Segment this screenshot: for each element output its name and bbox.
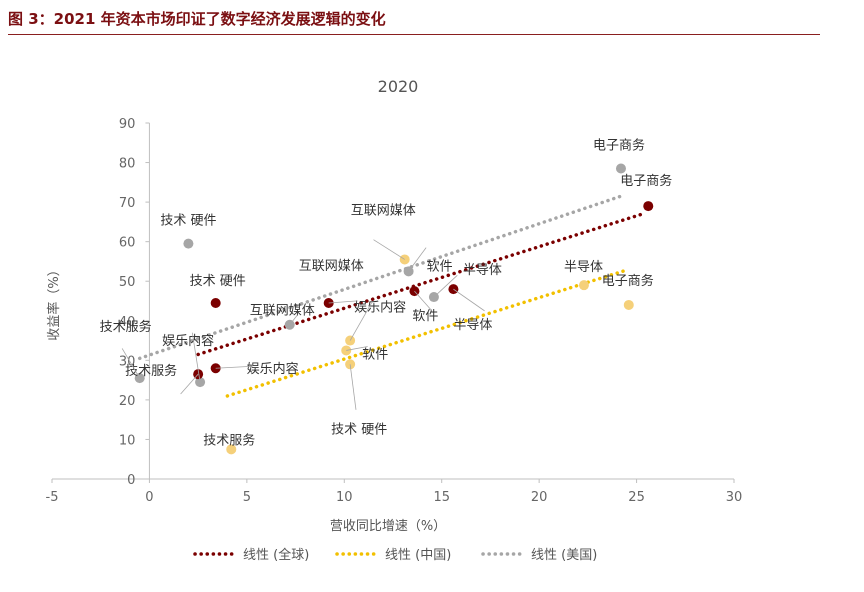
y-tick-label: 80: [119, 157, 136, 172]
chart-title: 2020: [378, 77, 419, 96]
point-label: 技术服务: [203, 432, 255, 448]
point-label: 半导体: [463, 263, 502, 278]
data-point: [578, 280, 589, 291]
point-label: 技术 硬件: [190, 274, 246, 289]
x-tick-label: 30: [726, 490, 743, 505]
x-tick-label: 5: [243, 490, 251, 505]
point-label: 互联网媒体: [299, 259, 364, 274]
y-tick-label: 50: [119, 275, 136, 290]
point-label: 软件: [362, 347, 388, 362]
leader-line: [180, 373, 199, 395]
legend-label: 线性 (美国): [531, 548, 597, 563]
trendline: [196, 212, 645, 357]
data-point: [615, 163, 626, 174]
x-tick-label: 10: [336, 490, 353, 505]
point-label: 技术 硬件: [331, 422, 387, 437]
data-point: [226, 444, 237, 455]
leader-line: [328, 300, 357, 304]
point-label: 半导体: [564, 260, 603, 275]
point-label: 娱乐内容: [354, 300, 406, 316]
point-label: 软件: [412, 309, 438, 324]
point-label: 互联网媒体: [250, 304, 315, 319]
point-label: 电子商务: [593, 137, 645, 153]
x-axis-title: 营收同比增速（%）: [330, 519, 446, 534]
leader-line: [408, 247, 427, 272]
title-divider: [8, 34, 820, 35]
legend-label: 线性 (全球): [243, 547, 309, 563]
leader-line: [346, 346, 368, 351]
x-tick-label: 15: [433, 490, 450, 505]
y-tick-label: 10: [119, 433, 136, 448]
y-tick-label: 20: [119, 394, 136, 409]
trendlines: [137, 194, 645, 398]
legend-label: 线性 (中国): [385, 548, 451, 563]
y-tick-label: 40: [119, 315, 136, 330]
leader-line: [433, 274, 458, 298]
data-point: [643, 201, 654, 212]
x-tick-label: 25: [628, 490, 645, 505]
x-tick-label: -5: [46, 490, 59, 505]
point-label: 电子商务: [620, 173, 672, 189]
leader-line: [215, 365, 253, 369]
leader-line: [414, 290, 433, 312]
point-label: 娱乐内容: [247, 361, 299, 377]
x-tick-label: 20: [531, 490, 548, 505]
legend: 线性 (全球) 线性 (中国) 线性 (美国): [193, 547, 597, 563]
data-point: [623, 299, 634, 310]
point-label: 娱乐内容: [162, 333, 214, 349]
data-point: [210, 297, 221, 308]
y-axis-title: 收益率（%）: [46, 263, 62, 340]
leader-line: [121, 348, 141, 379]
leader-line: [349, 302, 372, 341]
point-label: 半导体: [453, 318, 492, 333]
data-point: [183, 238, 194, 249]
point-label: 软件: [427, 259, 453, 274]
leader-line: [289, 314, 298, 325]
trendline: [137, 194, 623, 361]
point-label: 互联网媒体: [351, 203, 416, 218]
point-label: 技术 硬件: [160, 214, 216, 229]
leader-line: [453, 288, 485, 312]
figure-title: 图 3：2021 年资本市场印证了数字经济发展逻辑的变化: [8, 10, 386, 28]
y-tick-label: 60: [119, 236, 136, 251]
point-label: 技术服务: [125, 363, 177, 379]
y-tick-label: 70: [119, 196, 136, 211]
leader-line: [349, 364, 357, 410]
point-label: 电子商务: [602, 273, 654, 289]
axes: -5 0 5 10 15 20 25 30 0 10 20 30 40 50 60 70 80 90: [46, 117, 743, 505]
y-tick-label: 0: [127, 473, 135, 488]
y-tick-label: 90: [119, 117, 136, 132]
leader-line: [191, 332, 201, 383]
x-tick-label: 0: [145, 490, 153, 505]
y-tick-label: 30: [119, 354, 136, 369]
point-label: 技术服务: [100, 319, 152, 335]
leader-line: [373, 239, 405, 260]
